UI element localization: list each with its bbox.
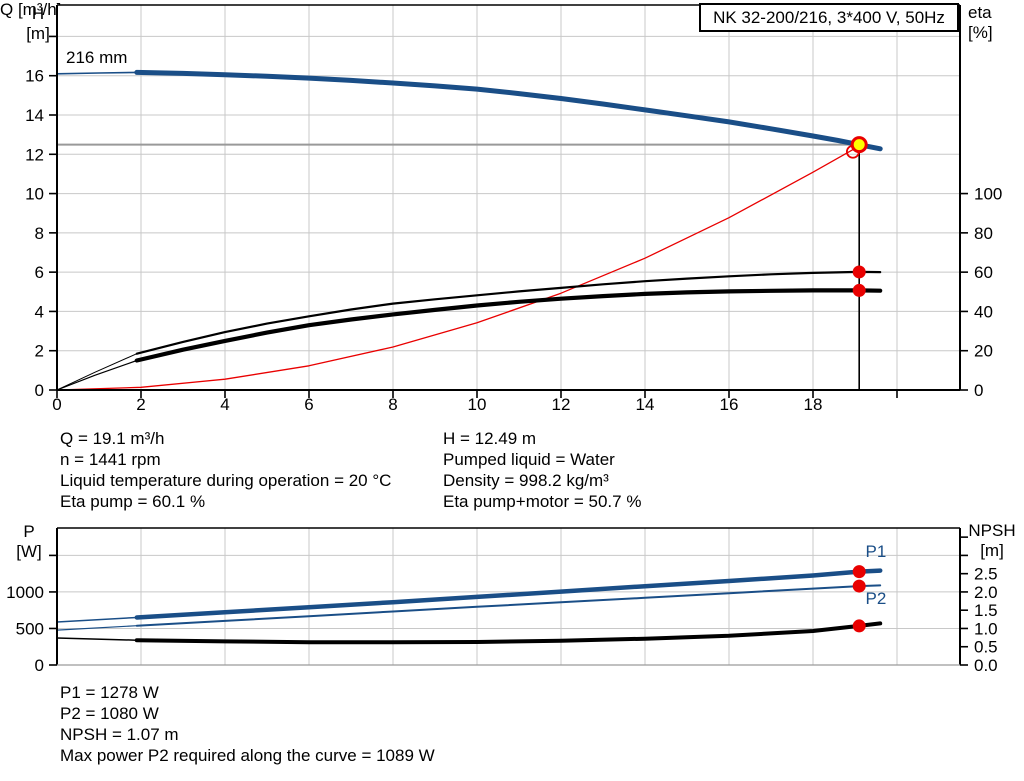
p-axis-unit: [W] bbox=[16, 542, 42, 561]
eta-pump-curve bbox=[135, 270, 882, 355]
y-right-tick-label: 100 bbox=[974, 185, 1002, 204]
impeller-diameter-label: 216 mm bbox=[66, 48, 128, 67]
info-eta-pump: Eta pump = 60.1 % bbox=[60, 492, 206, 511]
info-pumped-liquid: Pumped liquid = Water bbox=[443, 450, 615, 469]
head-curve bbox=[134, 69, 883, 152]
y-left-tick-label: 8 bbox=[35, 224, 44, 243]
y-left-tick-label: 10 bbox=[25, 185, 44, 204]
eta-pump-curve-lead bbox=[56, 353, 138, 391]
p1-curve bbox=[134, 568, 883, 620]
y-right-tick-label: 0.5 bbox=[974, 638, 998, 657]
p1-curve-lead bbox=[56, 616, 137, 623]
y-left-tick-label: 1000 bbox=[6, 583, 44, 602]
eta-pump-motor-curve-lead bbox=[56, 359, 137, 391]
y-right-tick-label: 2.0 bbox=[974, 583, 998, 602]
y-right-tick-label: 0.0 bbox=[974, 656, 998, 675]
info-max-power: Max power P2 required along the curve = … bbox=[60, 746, 435, 765]
info-density: Density = 998.2 kg/m³ bbox=[443, 471, 609, 490]
p2-duty-dot bbox=[852, 579, 866, 593]
npsh-axis-unit: [m] bbox=[980, 541, 1004, 560]
y-right-tick-label: 60 bbox=[974, 263, 993, 282]
p-axis-name: P bbox=[23, 522, 35, 541]
duty-info-right: H = 12.49 m Pumped liquid = Water Densit… bbox=[443, 428, 641, 512]
x-tick-label: 0 bbox=[52, 395, 61, 414]
x-tick-label: 10 bbox=[468, 395, 487, 414]
eta-pump-motor-duty-dot bbox=[852, 283, 866, 297]
pump-type-title: NK 32-200/216, 3*400 V, 50Hz bbox=[699, 3, 959, 32]
h-axis-label: H [m] bbox=[18, 4, 58, 44]
eta-axis-label: eta [%] bbox=[968, 3, 1022, 43]
y-left-tick-label: 2 bbox=[35, 342, 44, 361]
y-right-tick-label: 1.5 bbox=[974, 601, 998, 620]
y-left-tick-label: 12 bbox=[25, 145, 44, 164]
x-tick-label: 18 bbox=[804, 395, 823, 414]
y-left-tick-label: 16 bbox=[25, 67, 44, 86]
h-axis-name: H bbox=[31, 4, 45, 23]
x-tick-label: 16 bbox=[720, 395, 739, 414]
x-tick-label: 6 bbox=[304, 395, 313, 414]
x-tick-label: 4 bbox=[220, 395, 229, 414]
y-left-tick-label: 500 bbox=[16, 619, 44, 638]
duty-info-left: Q = 19.1 m³/h n = 1441 rpm Liquid temper… bbox=[60, 428, 391, 512]
q-axis-label: Q [m³/h] bbox=[0, 0, 62, 19]
y-right-tick-label: 0 bbox=[974, 381, 983, 400]
y-left-tick-label: 0 bbox=[35, 656, 44, 675]
info-eta-pump-motor: Eta pump+motor = 50.7 % bbox=[443, 492, 642, 511]
info-p1: P1 = 1278 W bbox=[60, 683, 159, 702]
info-head: H = 12.49 m bbox=[443, 429, 537, 448]
y-left-tick-label: 6 bbox=[35, 263, 44, 282]
npsh-duty-dot bbox=[852, 619, 866, 633]
p1-duty-dot bbox=[852, 565, 866, 579]
y-right-tick-label: 80 bbox=[974, 224, 993, 243]
h-axis-unit: [m] bbox=[26, 24, 50, 43]
y-left-tick-label: 0 bbox=[35, 381, 44, 400]
p1-curve-label: P1 bbox=[866, 542, 887, 561]
eta-pump-motor-curve bbox=[134, 288, 883, 363]
npsh-axis-name: NPSH bbox=[968, 521, 1016, 540]
hq-eta-chart-plot-area[interactable] bbox=[57, 5, 960, 390]
y-left-tick-label: 4 bbox=[35, 302, 44, 321]
info-liquid-temperature: Liquid temperature during operation = 20… bbox=[60, 471, 392, 490]
x-tick-label: 12 bbox=[552, 395, 571, 414]
info-npsh: NPSH = 1.07 m bbox=[60, 725, 179, 744]
p-axis-label: P [W] bbox=[6, 522, 52, 562]
power-info: P1 = 1278 W P2 = 1080 W NPSH = 1.07 m Ma… bbox=[60, 682, 435, 766]
eta-axis-name: eta bbox=[968, 3, 992, 22]
x-tick-label: 14 bbox=[636, 395, 655, 414]
y-right-tick-label: 1.0 bbox=[974, 619, 998, 638]
x-tick-label: 2 bbox=[136, 395, 145, 414]
eta-pump-duty-dot bbox=[852, 265, 866, 279]
y-left-tick-label: 14 bbox=[25, 106, 44, 125]
info-flow: Q = 19.1 m³/h bbox=[60, 429, 165, 448]
info-speed: n = 1441 rpm bbox=[60, 450, 161, 469]
npsh-curve-lead bbox=[56, 637, 137, 641]
p2-curve bbox=[135, 584, 882, 627]
y-right-tick-label: 20 bbox=[974, 342, 993, 361]
system-curve bbox=[56, 147, 856, 391]
npsh-curve bbox=[134, 621, 883, 645]
duty-point-marker[interactable] bbox=[850, 136, 868, 154]
y-right-tick-label: 40 bbox=[974, 302, 993, 321]
npsh-axis-label: NPSH [m] bbox=[962, 521, 1022, 561]
eta-axis-unit: [%] bbox=[968, 23, 993, 42]
y-right-tick-label: 2.5 bbox=[974, 565, 998, 584]
x-tick-label: 8 bbox=[388, 395, 397, 414]
p2-curve-label: P2 bbox=[866, 589, 887, 608]
head-curve-lead bbox=[56, 71, 137, 75]
p2-curve-lead bbox=[56, 625, 137, 631]
info-p2: P2 = 1080 W bbox=[60, 704, 159, 723]
